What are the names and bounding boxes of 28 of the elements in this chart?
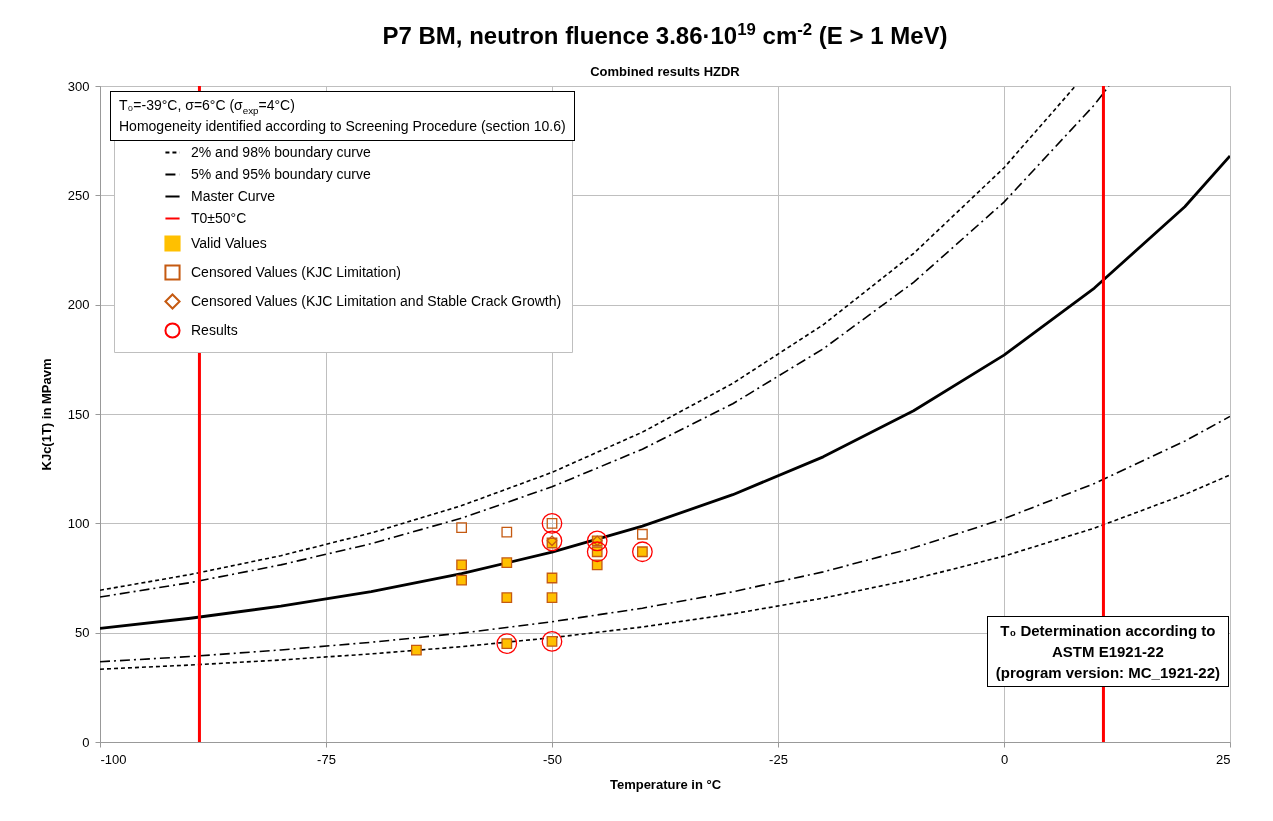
annotation: T₀=-39°C, σ=6°C (σ$_{exp}$=4°C) Homogeneity identified according to Screening Procedure (section 10.6) bbox=[119, 96, 566, 136]
chart-subtitle: Combined results HZDR bbox=[589, 64, 741, 79]
y-axis-title: KJc(1T) in MPavm bbox=[38, 358, 54, 471]
legend-label: Censored Values (KJC Limitation and Stable Crack Growth) bbox=[191, 292, 562, 309]
legend-label: Master Curve bbox=[191, 187, 276, 204]
x-tick-label: -75 bbox=[317, 751, 336, 767]
x-tick-label: 25 bbox=[1216, 751, 1231, 767]
legend-label: Censored Values (KJC Limitation) bbox=[191, 263, 401, 280]
y-tick-label: 100 bbox=[67, 515, 90, 531]
legend-label: 2% and 98% boundary curve bbox=[191, 143, 371, 160]
y-tick-label: 200 bbox=[67, 297, 90, 313]
x-tick-label: 0 bbox=[1000, 751, 1009, 767]
legend-label: 5% and 95% boundary curve bbox=[191, 165, 371, 182]
x-tick-label: -100 bbox=[100, 751, 127, 767]
x-axis-title: Temperature in °C bbox=[609, 776, 722, 792]
y-tick-label: 300 bbox=[67, 78, 90, 94]
ref-line-label: T0±50°C bbox=[191, 209, 247, 226]
y-tick-label: 250 bbox=[67, 187, 90, 203]
y-tick-label: 0 bbox=[82, 734, 90, 750]
line-series bbox=[100, 415, 1230, 663]
x-tick-label: -25 bbox=[769, 751, 788, 767]
chart-title: P7 BM, neutron fluence 3.86·10$^{19}$ cm$^{-2}$ (E > 1 MeV) bbox=[381, 20, 949, 50]
x-tick-label: -50 bbox=[543, 751, 562, 767]
y-tick-label: 150 bbox=[67, 406, 90, 422]
y-tick-label: 50 bbox=[75, 625, 90, 641]
annotation: T₀ Determination according to ASTM E1921-22 (program version: MC_1921-22) bbox=[995, 621, 1220, 683]
legend-label: Results bbox=[191, 321, 238, 338]
legend-label: Valid Values bbox=[191, 234, 267, 251]
